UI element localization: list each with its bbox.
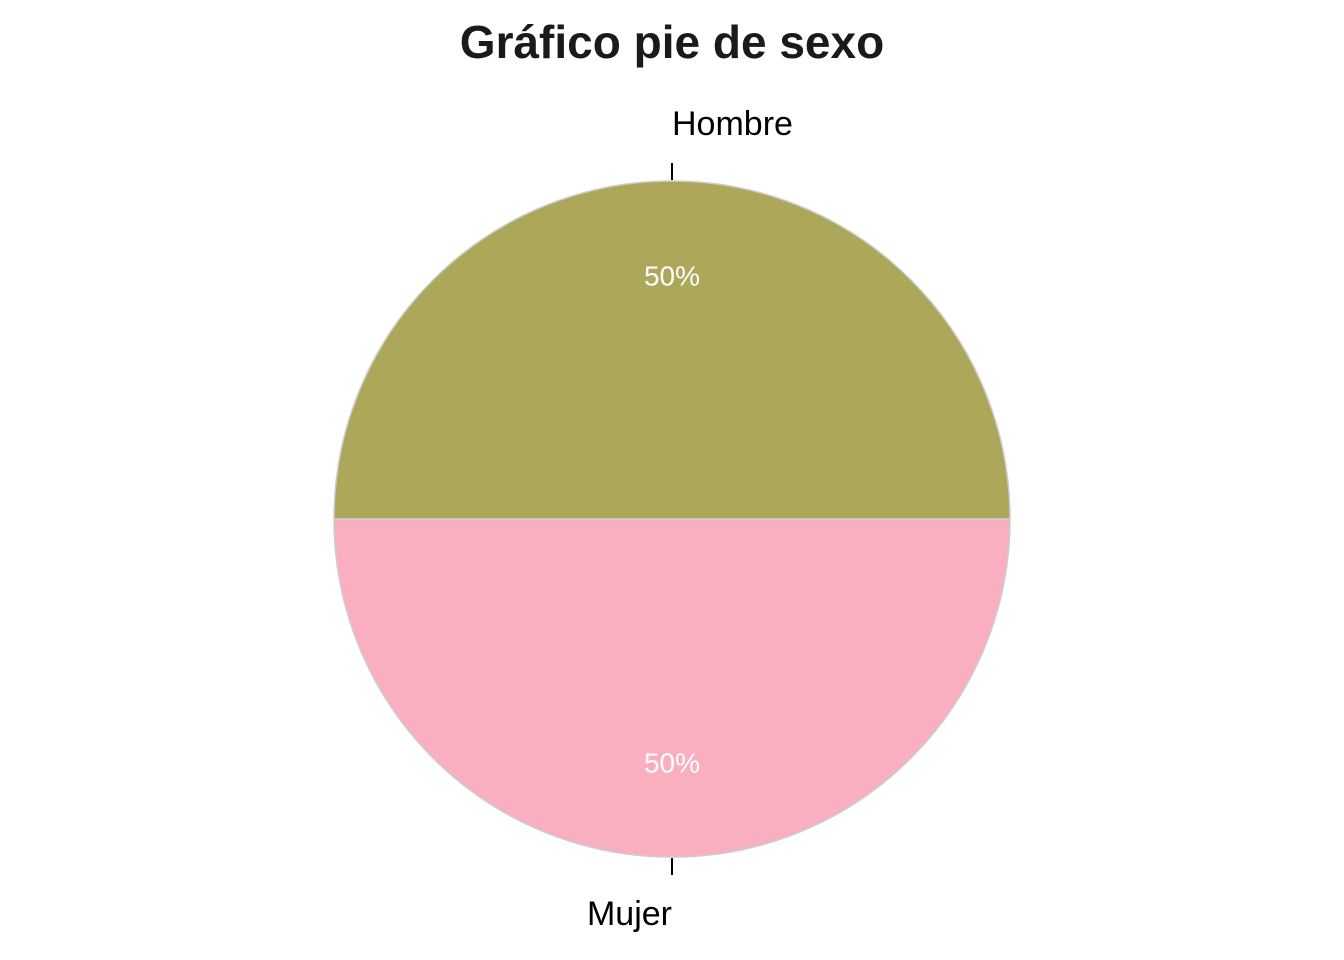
category-label-mujer: Mujer (587, 895, 672, 933)
percent-label-mujer: 50% (644, 747, 700, 778)
percent-label-hombre: 50% (644, 261, 700, 292)
category-label-hombre: Hombre (672, 105, 793, 143)
pie-slice-mujer (334, 519, 1010, 857)
chart-title: Gráfico pie de sexo (460, 16, 884, 68)
pie-slice-hombre (334, 181, 1010, 519)
